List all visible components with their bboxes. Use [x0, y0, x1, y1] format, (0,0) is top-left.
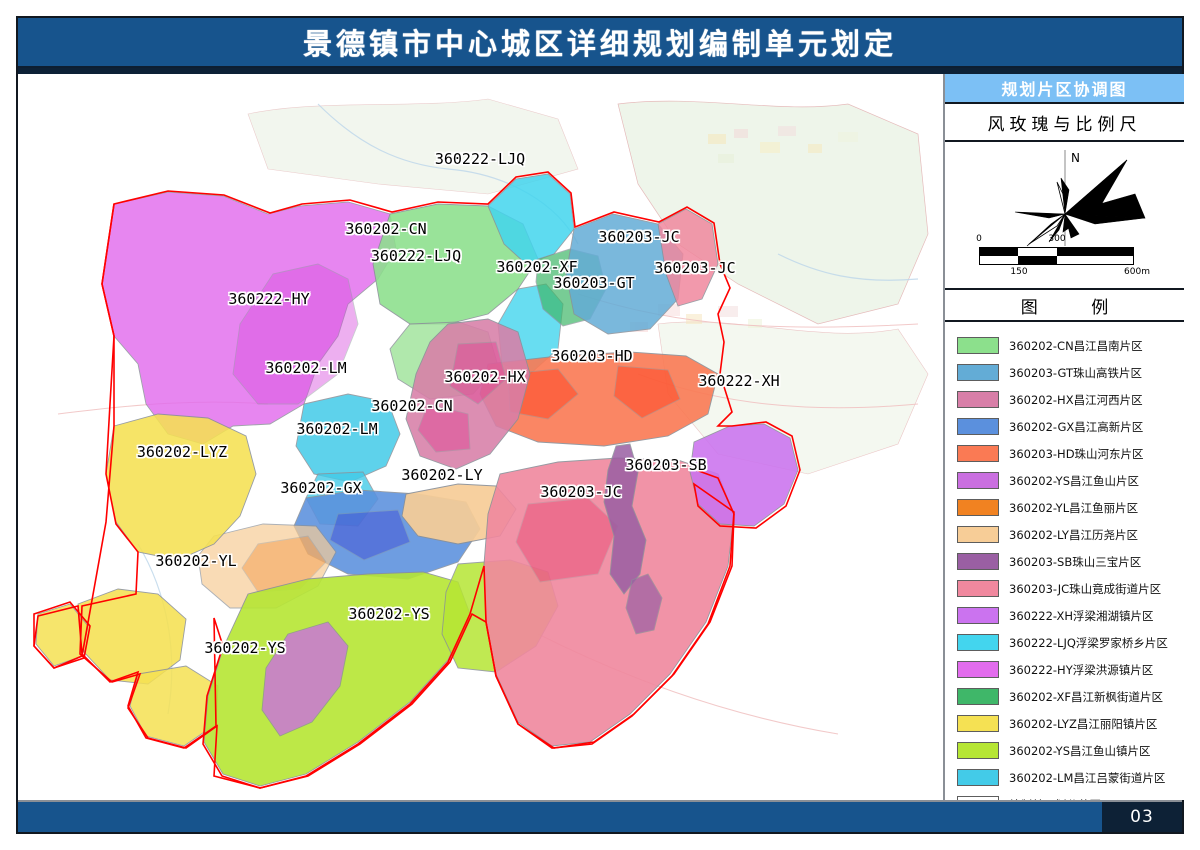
legend-item-360202-YS[interactable]: 360202-YS昌江鱼山片区 [945, 467, 1184, 494]
legend-item-360202-LY[interactable]: 360202-LY昌江历尧片区 [945, 521, 1184, 548]
legend-label-360202-GX: 360202-GX昌江高新片区 [1009, 419, 1144, 434]
map-graphic [18, 74, 943, 800]
footer-bar: 03 [18, 800, 1182, 832]
title-underline [18, 68, 1182, 74]
legend-swatch-360203-GT [957, 364, 999, 381]
legend-label-360202-XF: 360202-XF昌江新枫街道片区 [1009, 689, 1163, 704]
legend-label-360222-LJQ: 360222-LJQ浮梁罗家桥乡片区 [1009, 635, 1168, 650]
legend-label-360202-LM: 360202-LM昌江吕蒙街道片区 [1009, 770, 1166, 785]
legend-swatch-360202-LYZ [957, 715, 999, 732]
legend-label-360202-LY: 360202-LY昌江历尧片区 [1009, 527, 1138, 542]
legend-swatch-360202-GX [957, 418, 999, 435]
panel-map-title-text: 规划片区协调图 [1001, 80, 1128, 99]
legend-item-360202-GX[interactable]: 360202-GX昌江高新片区 [945, 413, 1184, 440]
windrose-header-text: 风玫瑰与比例尺 [987, 114, 1142, 135]
legend-item-360202-LYZ[interactable]: 360202-LYZ昌江丽阳镇片区 [945, 710, 1184, 737]
legend-swatch-360203-JC [957, 580, 999, 597]
planning-boundary-extra [33, 203, 735, 789]
legend-items: 360202-CN昌江昌南片区 360203-GT珠山高铁片区 360202-HX昌… [945, 322, 1184, 818]
legend-label-360222-HY: 360222-HY浮梁洪源镇片区 [1009, 662, 1154, 677]
scale-tick-150: 150 [1010, 267, 1028, 277]
legend-label-360203-HD: 360203-HD珠山河东片区 [1009, 446, 1144, 461]
scale-ticks-top: 0 300 [969, 234, 1159, 247]
legend-item-360202-YS2[interactable]: 360202-YS昌江鱼山镇片区 [945, 737, 1184, 764]
legend-item-360222-HY[interactable]: 360222-HY浮梁洪源镇片区 [945, 656, 1184, 683]
scale-bar: 0 300 150 [969, 234, 1159, 280]
legend-item-360203-JC[interactable]: 360203-JC珠山竟成街道片区 [945, 575, 1184, 602]
legend-item-360202-CN[interactable]: 360202-CN昌江昌南片区 [945, 332, 1184, 359]
legend-label-360202-LYZ: 360202-LYZ昌江丽阳镇片区 [1009, 716, 1158, 731]
legend-label-360222-XH: 360222-XH浮梁湘湖镇片区 [1009, 608, 1154, 623]
legend-swatch-360202-XF [957, 688, 999, 705]
legend-label-360202-HX: 360202-HX昌江河西片区 [1009, 392, 1143, 407]
legend-item-360203-SB[interactable]: 360203-SB珠山三宝片区 [945, 548, 1184, 575]
page-number: 03 [1102, 802, 1182, 832]
legend-item-360222-LJQ[interactable]: 360222-LJQ浮梁罗家桥乡片区 [945, 629, 1184, 656]
basemap-hills [617, 100, 929, 325]
legend-label-360202-YS: 360202-YS昌江鱼山片区 [1009, 473, 1140, 488]
title-bar: 景德镇市中心城区详细规划编制单元划定 [18, 18, 1182, 68]
legend-label-360203-JC: 360203-JC珠山竟成街道片区 [1009, 581, 1162, 596]
legend-swatch-360202-YS [957, 472, 999, 489]
legend-item-360203-GT[interactable]: 360203-GT珠山高铁片区 [945, 359, 1184, 386]
legend-label-360203-GT: 360203-GT珠山高铁片区 [1009, 365, 1142, 380]
legend-swatch-360202-HX [957, 391, 999, 408]
page-frame: 景德镇市中心城区详细规划编制单元划定 [16, 16, 1184, 834]
legend-swatch-360203-HD [957, 445, 999, 462]
scale-tick-600m: 600m [1124, 267, 1150, 277]
north-letter-text: N [1071, 151, 1080, 165]
legend-item-360202-YL[interactable]: 360202-YL昌江鱼丽片区 [945, 494, 1184, 521]
scale-tick-0: 0 [976, 234, 982, 244]
legend-panel: 规划片区协调图 风玫瑰与比例尺 [943, 74, 1184, 813]
legend-swatch-360222-HY [957, 661, 999, 678]
legend-swatch-360222-XH [957, 607, 999, 624]
legend-item-360222-XH[interactable]: 360222-XH浮梁湘湖镇片区 [945, 602, 1184, 629]
legend-header-text: 图 例 [1020, 297, 1133, 318]
legend-header: 图 例 [945, 290, 1184, 322]
wind-rose-icon: N [1014, 150, 1146, 247]
map-canvas[interactable]: 360222-LJQ 360202-CN 360222-LJQ 360202-XF 36… [18, 74, 943, 800]
legend-swatch-360202-YS2 [957, 742, 999, 759]
legend-label-360202-YL: 360202-YL昌江鱼丽片区 [1009, 500, 1139, 515]
legend-label-360202-YS2: 360202-YS昌江鱼山镇片区 [1009, 743, 1151, 758]
scale-tick-300: 300 [1048, 234, 1066, 244]
legend-item-360202-HX[interactable]: 360202-HX昌江河西片区 [945, 386, 1184, 413]
page-title: 景德镇市中心城区详细规划编制单元划定 [302, 27, 897, 61]
legend-swatch-360202-CN [957, 337, 999, 354]
windrose-header: 风玫瑰与比例尺 [945, 104, 1184, 142]
legend-item-360203-HD[interactable]: 360203-HD珠山河东片区 [945, 440, 1184, 467]
legend-swatch-360222-LJQ [957, 634, 999, 651]
legend-label-360202-CN: 360202-CN昌江昌南片区 [1009, 338, 1143, 353]
legend-swatch-360202-LY [957, 526, 999, 543]
legend-swatch-360202-YL [957, 499, 999, 516]
legend-label-360203-SB: 360203-SB珠山三宝片区 [1009, 554, 1142, 569]
legend-item-360202-XF[interactable]: 360202-XF昌江新枫街道片区 [945, 683, 1184, 710]
legend-item-360202-LM[interactable]: 360202-LM昌江吕蒙街道片区 [945, 764, 1184, 791]
scale-bar-graphic [979, 247, 1134, 265]
windrose-and-scale: N 0 300 [945, 142, 1184, 290]
legend-swatch-360202-LM [957, 769, 999, 786]
legend-swatch-360203-SB [957, 553, 999, 570]
panel-map-title: 规划片区协调图 [945, 74, 1184, 104]
scale-ticks-bottom: 150 600m [969, 267, 1159, 280]
planning-units [35, 173, 799, 787]
